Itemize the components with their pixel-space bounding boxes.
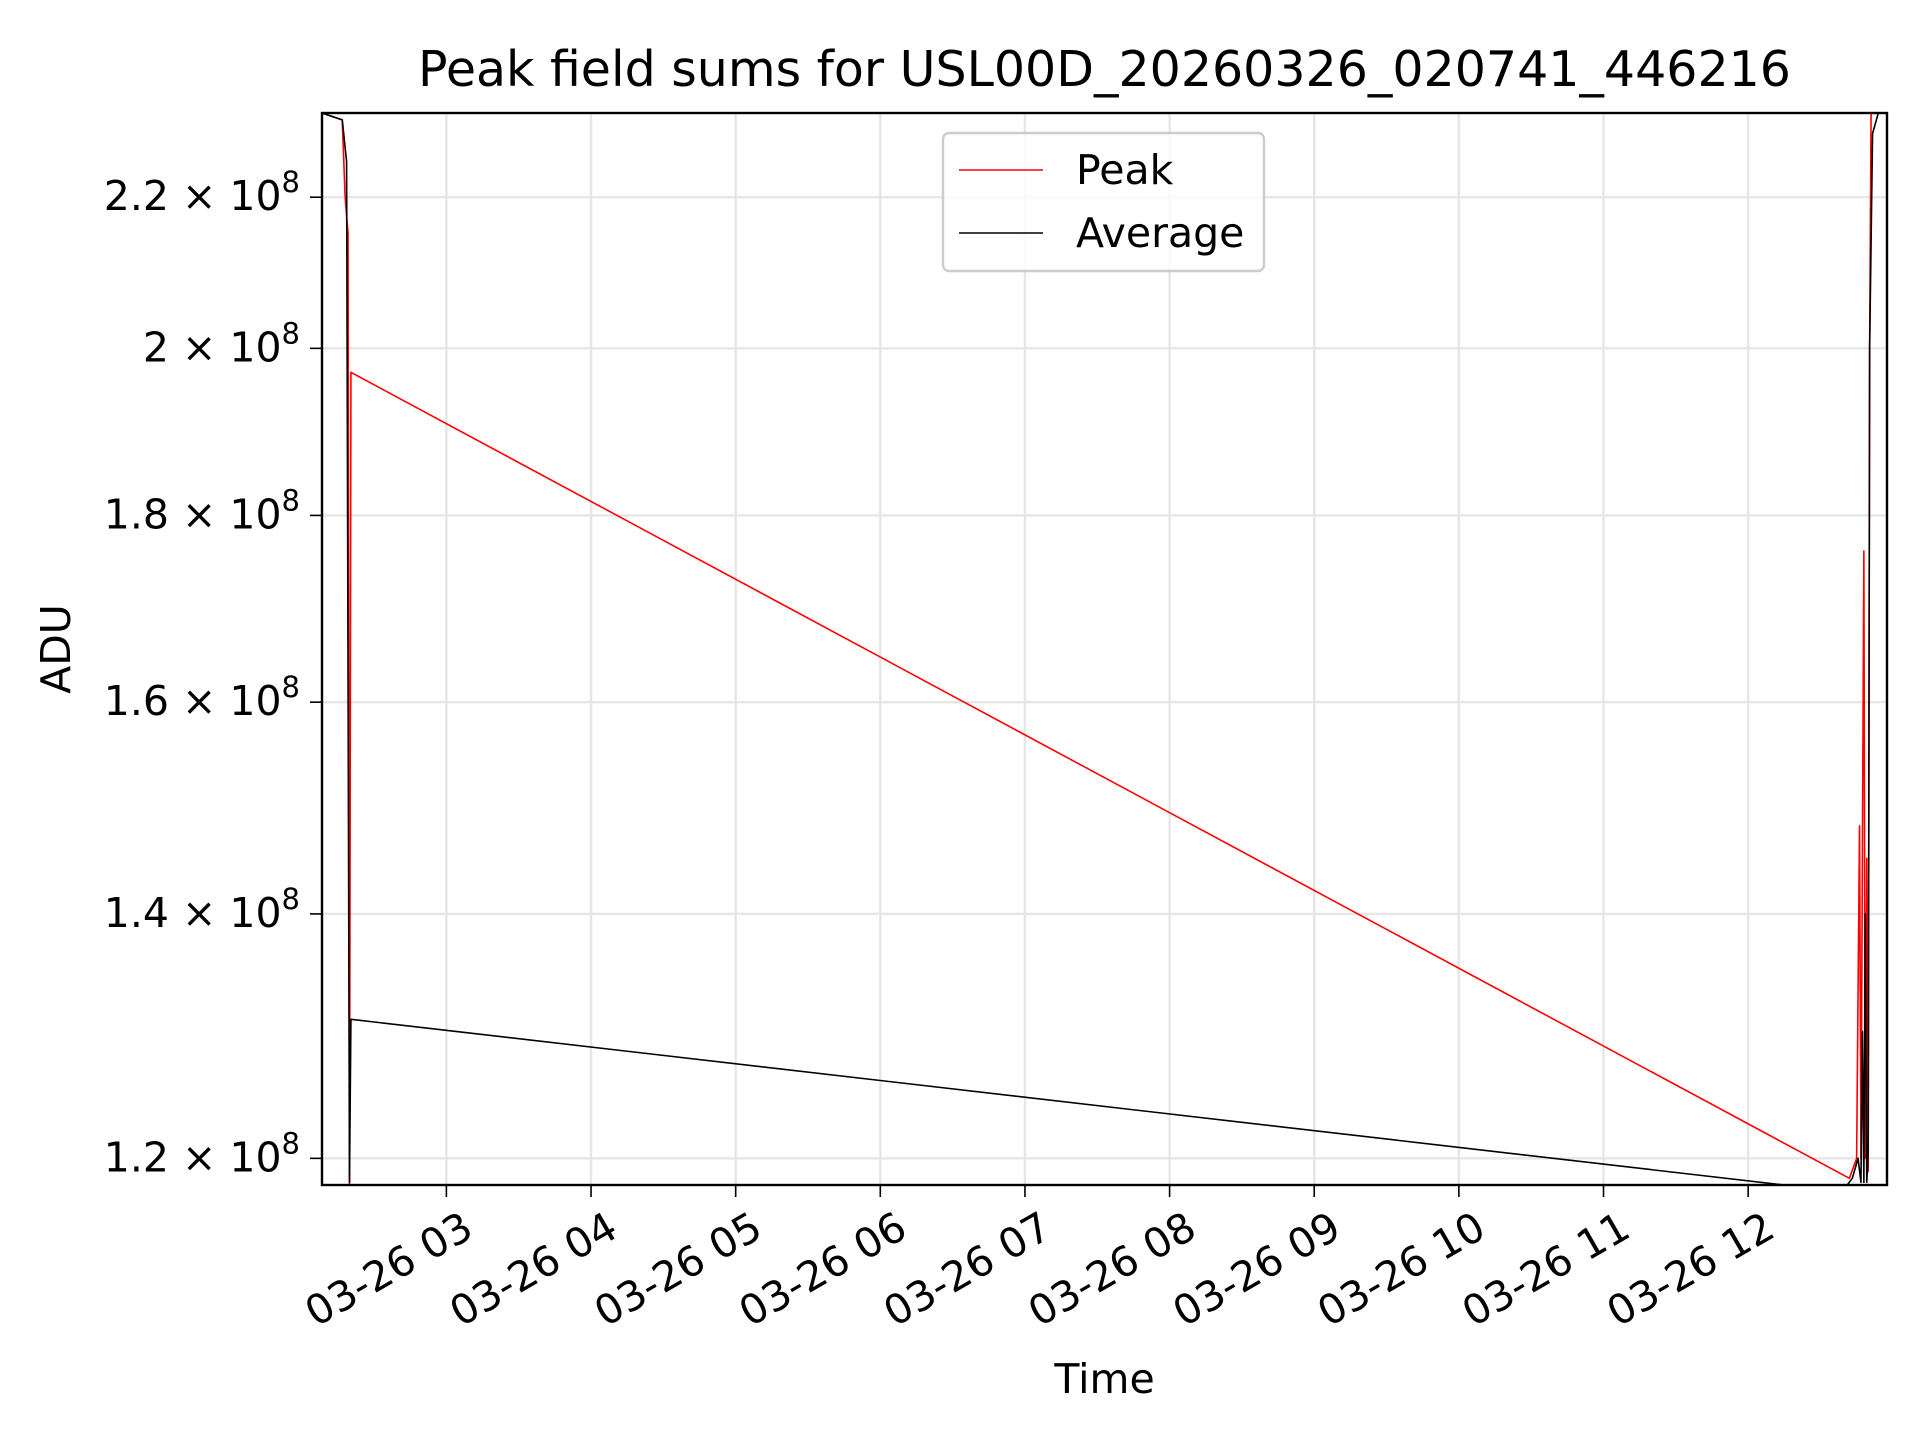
y-tick-base: 10: [229, 889, 281, 937]
legend-label-average: Average: [1076, 209, 1244, 257]
y-tick-base: 10: [229, 172, 281, 220]
legend-box: [941, 131, 1266, 273]
y-tick-base: 10: [229, 1133, 281, 1181]
x-tick-label: 03-26 12: [1599, 1202, 1783, 1336]
y-tick-exponent: 8: [282, 316, 300, 350]
y-tick-times: ×: [169, 677, 229, 725]
y-tick-label: 1.4 × 108: [104, 882, 300, 937]
y-tick-times: ×: [169, 323, 229, 371]
y-tick-mantissa: 1.4: [104, 889, 169, 937]
y-tick-label: 1.2 × 108: [104, 1126, 300, 1181]
y-tick-times: ×: [169, 490, 229, 538]
y-tick-times: ×: [169, 889, 229, 937]
y-tick-mantissa: 2: [143, 323, 169, 371]
series-line-peak: [322, 113, 1887, 1185]
legend-label-peak: Peak: [1076, 146, 1174, 194]
y-tick-base: 10: [229, 677, 281, 725]
y-tick-exponent: 8: [282, 1126, 300, 1160]
series-group: [322, 113, 1887, 1185]
y-tick-times: ×: [169, 1133, 229, 1181]
y-tick-exponent: 8: [282, 670, 300, 704]
x-axis-label: Time: [1053, 1355, 1154, 1403]
series-line-average: [322, 113, 1887, 1185]
y-tick-label: 1.8 × 108: [104, 483, 300, 538]
y-tick-mantissa: 1.8: [104, 490, 169, 538]
y-tick-mantissa: 1.6: [104, 677, 169, 725]
y-tick-base: 10: [229, 323, 281, 371]
y-tick-exponent: 8: [282, 165, 300, 199]
y-tick-label: 2 × 108: [143, 316, 300, 371]
y-tick-base: 10: [229, 490, 281, 538]
chart-title: Peak field sums for USL00D_20260326_0207…: [418, 41, 1791, 98]
y-tick-exponent: 8: [282, 483, 300, 517]
legend: Peak Average: [941, 131, 1266, 273]
y-tick-times: ×: [169, 172, 229, 220]
y-tick-label: 1.6 × 108: [104, 670, 300, 725]
y-tick-label: 2.2 × 108: [104, 165, 300, 220]
plot-area-frame: [320, 111, 1889, 1187]
y-tick-mantissa: 1.2: [104, 1133, 169, 1181]
grid: [322, 113, 1887, 1185]
y-axis-label: ADU: [32, 604, 80, 694]
y-tick-mantissa: 2.2: [104, 172, 169, 220]
y-tick-exponent: 8: [282, 882, 300, 916]
